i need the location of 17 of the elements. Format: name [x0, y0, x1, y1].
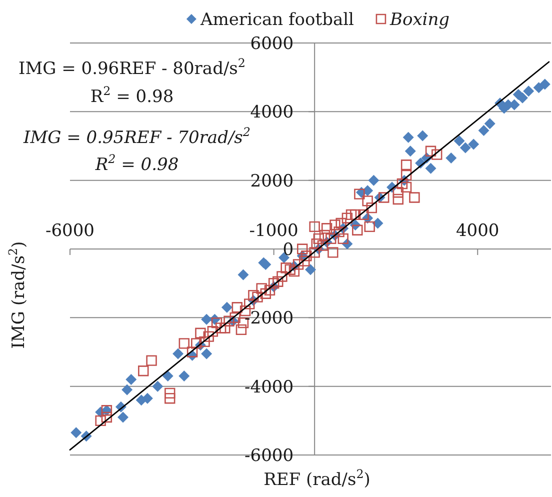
annotation: IMG = 0.95REF - 70rad/s$^{2}$ [22, 124, 250, 148]
y-tick-label: 6000 [250, 34, 294, 54]
y-tick-label: 2000 [250, 171, 294, 192]
y-tick-label: 0 [282, 240, 294, 260]
legend-label: Boxing [388, 10, 450, 30]
annotation: R$^{2}$ = 0.98 [94, 152, 179, 175]
x-tick-label: -1000 [249, 220, 298, 241]
legend-label: American football [199, 10, 354, 30]
y-tick-label: 4000 [250, 102, 294, 123]
y-tick-label: -2000 [244, 308, 294, 329]
y-tick-label: -4000 [244, 377, 294, 398]
x-axis-title: REF (rad/s$^{2}$) [264, 466, 370, 490]
annotation: R$^{2}$ = 0.98 [90, 84, 174, 107]
x-tick-label: -6000 [45, 220, 95, 241]
annotation: IMG = 0.96REF - 80rad/s$^{2}$ [18, 56, 246, 79]
x-tick-label: 4000 [456, 220, 500, 241]
y-tick-label: -6000 [244, 446, 294, 466]
